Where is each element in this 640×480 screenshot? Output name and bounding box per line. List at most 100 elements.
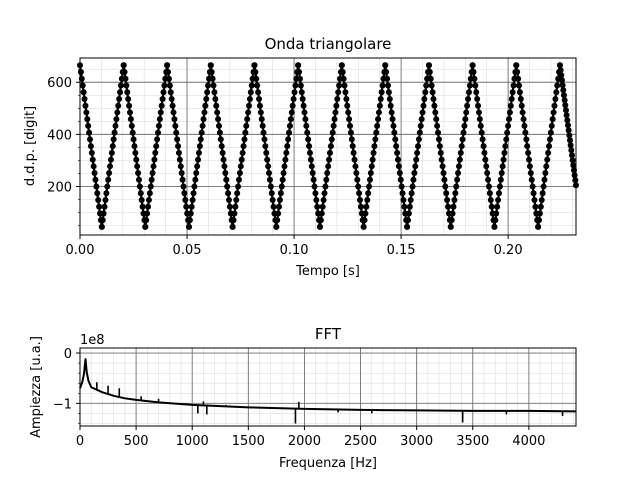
triangle-wave-data-point <box>204 89 211 96</box>
fft-x-tick-label: 4000 <box>512 434 545 449</box>
triangle-wave-data-point <box>266 176 273 183</box>
triangle-wave-data-point <box>568 147 575 154</box>
triangle-wave-data-point <box>323 176 330 183</box>
triangle-wave-data-point <box>130 136 137 143</box>
triangle-wave-data-point <box>160 89 167 96</box>
triangle-wave-data-point <box>156 116 163 123</box>
triangle-wave-data-point <box>465 89 472 96</box>
triangle-wave-data-point <box>428 82 435 89</box>
triangle-wave-data-point <box>277 190 284 197</box>
triangle-wave-data-point <box>544 156 551 163</box>
triangle-wave-title: Onda triangolare <box>265 35 392 53</box>
triangle-wave-data-point <box>232 203 239 210</box>
fft-ylabel: Ampiezza [u.a.] <box>29 336 44 438</box>
fft-series <box>79 358 577 424</box>
triangle-wave-data-point <box>236 170 243 177</box>
triangle-wave-ylabel: d.d.p. [digit] <box>23 106 38 186</box>
triangle-wave-data-point <box>419 109 426 116</box>
triangle-wave-data-point <box>289 102 296 109</box>
triangle-wave-x-tick-label: 0.15 <box>387 243 416 258</box>
triangle-wave-data-point <box>247 89 254 96</box>
triangle-wave-data-point <box>138 196 145 203</box>
triangle-wave-data-point <box>85 122 92 129</box>
triangle-wave-data-point <box>321 190 328 197</box>
triangle-wave-data-point <box>211 89 218 96</box>
triangle-wave-data-point <box>347 129 354 136</box>
triangle-wave-data-point <box>432 109 439 116</box>
triangle-wave-data-point <box>357 203 364 210</box>
triangle-wave-data-point <box>522 129 529 136</box>
triangle-wave-data-point <box>416 129 423 136</box>
triangle-wave-data-point <box>164 62 171 69</box>
triangle-wave-data-point <box>208 69 215 76</box>
triangle-wave-data-point <box>422 89 429 96</box>
triangle-wave-data-point <box>213 102 220 109</box>
triangle-wave-data-point <box>509 89 516 96</box>
triangle-wave-data-point <box>441 176 448 183</box>
triangle-wave-data-point <box>313 196 320 203</box>
triangle-wave-data-point <box>120 62 127 69</box>
triangle-wave-data-point <box>197 136 204 143</box>
triangle-wave-data-point <box>494 203 501 210</box>
triangle-wave-data-point <box>537 203 544 210</box>
triangle-wave-data-point <box>476 116 483 123</box>
triangle-wave-data-point <box>114 109 121 116</box>
triangle-wave-data-point <box>486 190 493 197</box>
triangle-wave-data-point <box>172 122 179 129</box>
triangle-wave-data-point <box>191 183 198 190</box>
triangle-wave-data-point <box>190 190 197 197</box>
triangle-wave-data-point <box>157 109 164 116</box>
triangle-wave-data-point <box>116 95 123 102</box>
triangle-wave-data-point <box>536 210 543 217</box>
triangle-wave-data-point <box>96 203 103 210</box>
triangle-wave-data-point <box>483 163 490 170</box>
triangle-wave-data-point <box>350 149 357 156</box>
triangle-wave-data-point <box>366 183 373 190</box>
triangle-wave-data-point <box>275 210 282 217</box>
triangle-wave-data-point <box>357 196 363 203</box>
triangle-wave-data-point <box>520 116 527 123</box>
triangle-wave-data-point <box>165 69 172 76</box>
triangle-wave-data-point <box>126 109 133 116</box>
fft-x-tick-label: 2500 <box>344 434 377 449</box>
triangle-wave-data-point <box>192 176 199 183</box>
triangle-wave-axes-frame <box>79 57 577 236</box>
triangle-wave-data-point <box>525 149 532 156</box>
triangle-wave-data-point <box>344 102 351 109</box>
triangle-wave-data-point <box>261 136 268 143</box>
triangle-wave-data-point <box>372 136 379 143</box>
triangle-wave-data-point <box>136 183 143 190</box>
triangle-wave-data-point <box>517 95 524 102</box>
triangle-wave-data-point <box>417 122 424 129</box>
triangle-wave-data-point <box>145 196 152 203</box>
triangle-wave-data-point <box>296 75 303 82</box>
triangle-wave-data-point <box>253 75 260 82</box>
triangle-wave-data-point <box>379 82 386 89</box>
triangle-wave-data-point <box>267 183 274 190</box>
triangle-wave-data-point <box>338 62 345 69</box>
triangle-wave-data-point <box>134 163 141 170</box>
triangle-wave-data-point <box>543 163 550 170</box>
triangle-wave-data-point <box>239 149 246 156</box>
triangle-wave-data-point <box>127 116 134 123</box>
triangle-wave-data-point <box>451 196 458 203</box>
triangle-wave-data-point <box>455 163 462 170</box>
triangle-wave-data-point <box>262 143 269 150</box>
triangle-wave-data-point <box>556 62 563 69</box>
triangle-wave-data-point <box>270 203 277 210</box>
triangle-wave-data-point <box>217 136 224 143</box>
triangle-wave-data-point <box>454 176 461 183</box>
triangle-wave-data-point <box>460 129 467 136</box>
triangle-wave-data-point <box>495 196 502 203</box>
triangle-wave-data-point <box>343 95 350 102</box>
triangle-wave-data-point <box>276 203 283 210</box>
triangle-wave-data-point <box>187 210 194 217</box>
triangle-wave-data-point <box>310 176 317 183</box>
triangle-wave-data-point <box>500 156 507 163</box>
triangle-wave-data-point <box>235 183 242 190</box>
triangle-wave-y-tick-label: 400 <box>47 128 72 143</box>
triangle-wave-data-point <box>200 116 207 123</box>
triangle-wave-data-point <box>318 210 325 217</box>
triangle-wave-data-point <box>548 122 555 129</box>
triangle-wave-data-point <box>384 82 391 89</box>
